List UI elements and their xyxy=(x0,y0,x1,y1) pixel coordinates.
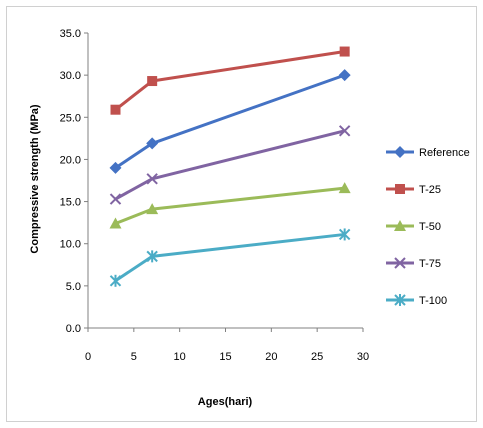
marker-stroke xyxy=(338,125,351,137)
data-point-t-50 xyxy=(109,217,122,229)
data-point-t-100 xyxy=(146,250,158,263)
x-axis-title: Ages(hari) xyxy=(198,396,253,408)
series-t-100 xyxy=(109,228,351,287)
legend-label: T-100 xyxy=(419,295,447,307)
data-point-t-75 xyxy=(338,125,351,137)
y-tick-label: 25.0 xyxy=(60,112,81,124)
x-tick-label: 10 xyxy=(174,351,186,363)
data-point-reference xyxy=(338,69,351,82)
data-point-reference xyxy=(109,161,122,174)
series-line-t-50 xyxy=(114,186,345,225)
legend: Reference T-25 T-50 T-75 T-100 xyxy=(386,146,470,307)
marker-stroke xyxy=(146,173,158,185)
series-t-50 xyxy=(109,182,351,229)
legend-label: T-25 xyxy=(419,184,441,196)
legend-item-t-75: T-75 xyxy=(386,257,441,270)
series-t-75 xyxy=(109,125,351,205)
marker-stroke xyxy=(394,257,406,269)
legend-marker xyxy=(394,146,406,158)
y-tick-label: 35.0 xyxy=(60,28,81,40)
y-tick-label: 15.0 xyxy=(60,197,81,209)
y-tick-label: 20.0 xyxy=(60,154,81,166)
data-point-t-50 xyxy=(338,182,351,194)
legend-item-t-25: T-25 xyxy=(386,184,441,196)
legend-marker xyxy=(394,220,406,231)
y-tick-label: 30.0 xyxy=(60,70,81,82)
legend-label: T-75 xyxy=(419,258,441,270)
legend-label: Reference xyxy=(419,147,470,159)
x-tick-label: 30 xyxy=(357,351,369,363)
y-tick-label: 10.0 xyxy=(60,239,81,251)
data-point-reference xyxy=(146,137,159,150)
data-point-t-50 xyxy=(146,203,159,215)
legend-marker xyxy=(395,184,405,194)
data-point-t-100 xyxy=(338,228,351,241)
legend-marker xyxy=(394,294,406,306)
series-line-reference xyxy=(114,73,346,170)
series-t-25 xyxy=(110,46,350,115)
x-tick-label: 20 xyxy=(265,351,277,363)
data-point-t-25 xyxy=(147,76,158,87)
legend-item-t-100: T-100 xyxy=(386,294,447,307)
legend-item-reference: Reference xyxy=(386,146,470,159)
plot-area: 0.0 5.0 10.0 15.0 20.0 25.0 30.0 35.0 0 5 10 15 20 25… xyxy=(60,28,370,363)
legend-label: T-50 xyxy=(419,221,441,233)
y-tick-label: 0.0 xyxy=(66,323,81,335)
y-tick-label: 5.0 xyxy=(66,281,81,293)
legend-item-t-50: T-50 xyxy=(386,220,441,233)
data-point-t-75 xyxy=(109,193,122,205)
x-tick-label: 5 xyxy=(131,351,137,363)
legend-marker xyxy=(394,257,406,269)
x-tick-label: 25 xyxy=(311,351,323,363)
y-axis-title: Compressive strength (MPa) xyxy=(29,104,41,253)
series-reference xyxy=(109,69,351,174)
data-point-t-25 xyxy=(339,46,350,57)
data-point-t-100 xyxy=(109,274,122,287)
x-tick-label: 0 xyxy=(85,351,91,363)
data-point-t-75 xyxy=(146,173,158,185)
data-point-t-25 xyxy=(110,104,121,115)
x-tick-label: 15 xyxy=(219,351,231,363)
marker-stroke xyxy=(109,193,122,205)
